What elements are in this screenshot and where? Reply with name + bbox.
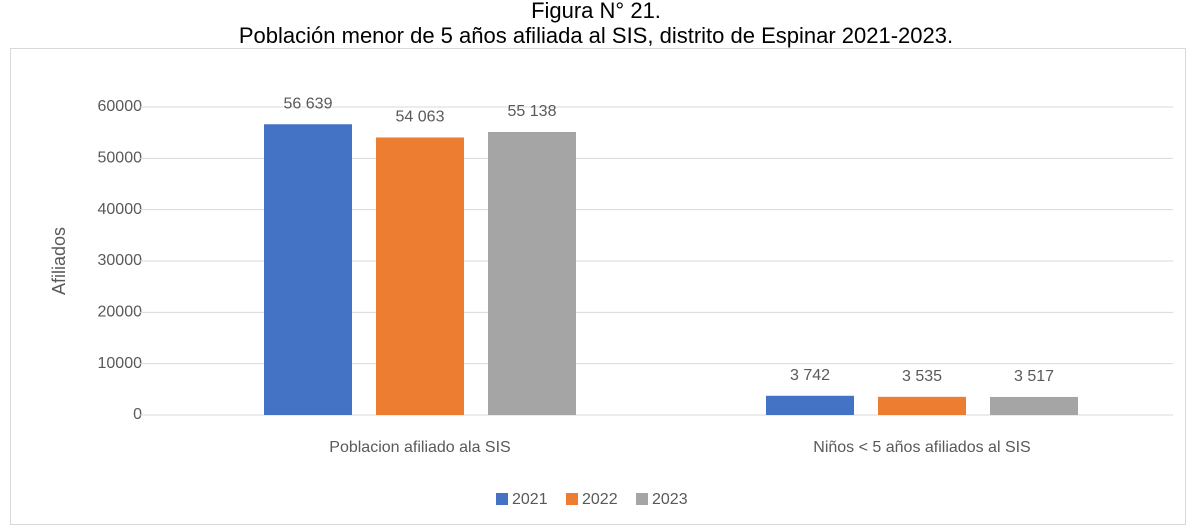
legend-swatch (566, 493, 578, 505)
bar (376, 137, 464, 415)
chart-frame (10, 48, 1186, 525)
x-tick-label: Niños < 5 años afiliados al SIS (813, 439, 1030, 456)
y-tick-label: 40000 (98, 201, 143, 218)
data-label: 3 742 (790, 367, 830, 384)
legend-label: 2022 (582, 491, 618, 508)
legend-swatch (496, 493, 508, 505)
bar (878, 396, 966, 415)
y-tick-label: 60000 (98, 98, 143, 115)
y-axis-label: Afiliados (49, 227, 69, 295)
legend-label: 2021 (512, 491, 548, 508)
y-tick-label: 20000 (98, 304, 143, 321)
bar (990, 396, 1078, 415)
y-tick-label: 10000 (98, 355, 143, 372)
y-tick-label: 30000 (98, 252, 143, 269)
data-label: 3 517 (1014, 368, 1054, 385)
data-label: 3 535 (902, 368, 942, 385)
y-tick-label: 0 (133, 406, 142, 423)
chart-title: Figura N° 21. (531, 0, 661, 23)
legend-swatch (636, 493, 648, 505)
data-label: 54 063 (396, 109, 445, 126)
bar (264, 124, 352, 415)
bar (488, 131, 576, 416)
x-tick-label: Poblacion afiliado ala SIS (329, 439, 510, 456)
data-label: 55 138 (508, 103, 557, 120)
legend-label: 2023 (652, 491, 688, 508)
bar (766, 395, 854, 415)
chart-subtitle: Población menor de 5 años afiliada al SI… (239, 23, 953, 48)
y-tick-label: 50000 (98, 150, 143, 167)
data-label: 56 639 (284, 95, 333, 112)
